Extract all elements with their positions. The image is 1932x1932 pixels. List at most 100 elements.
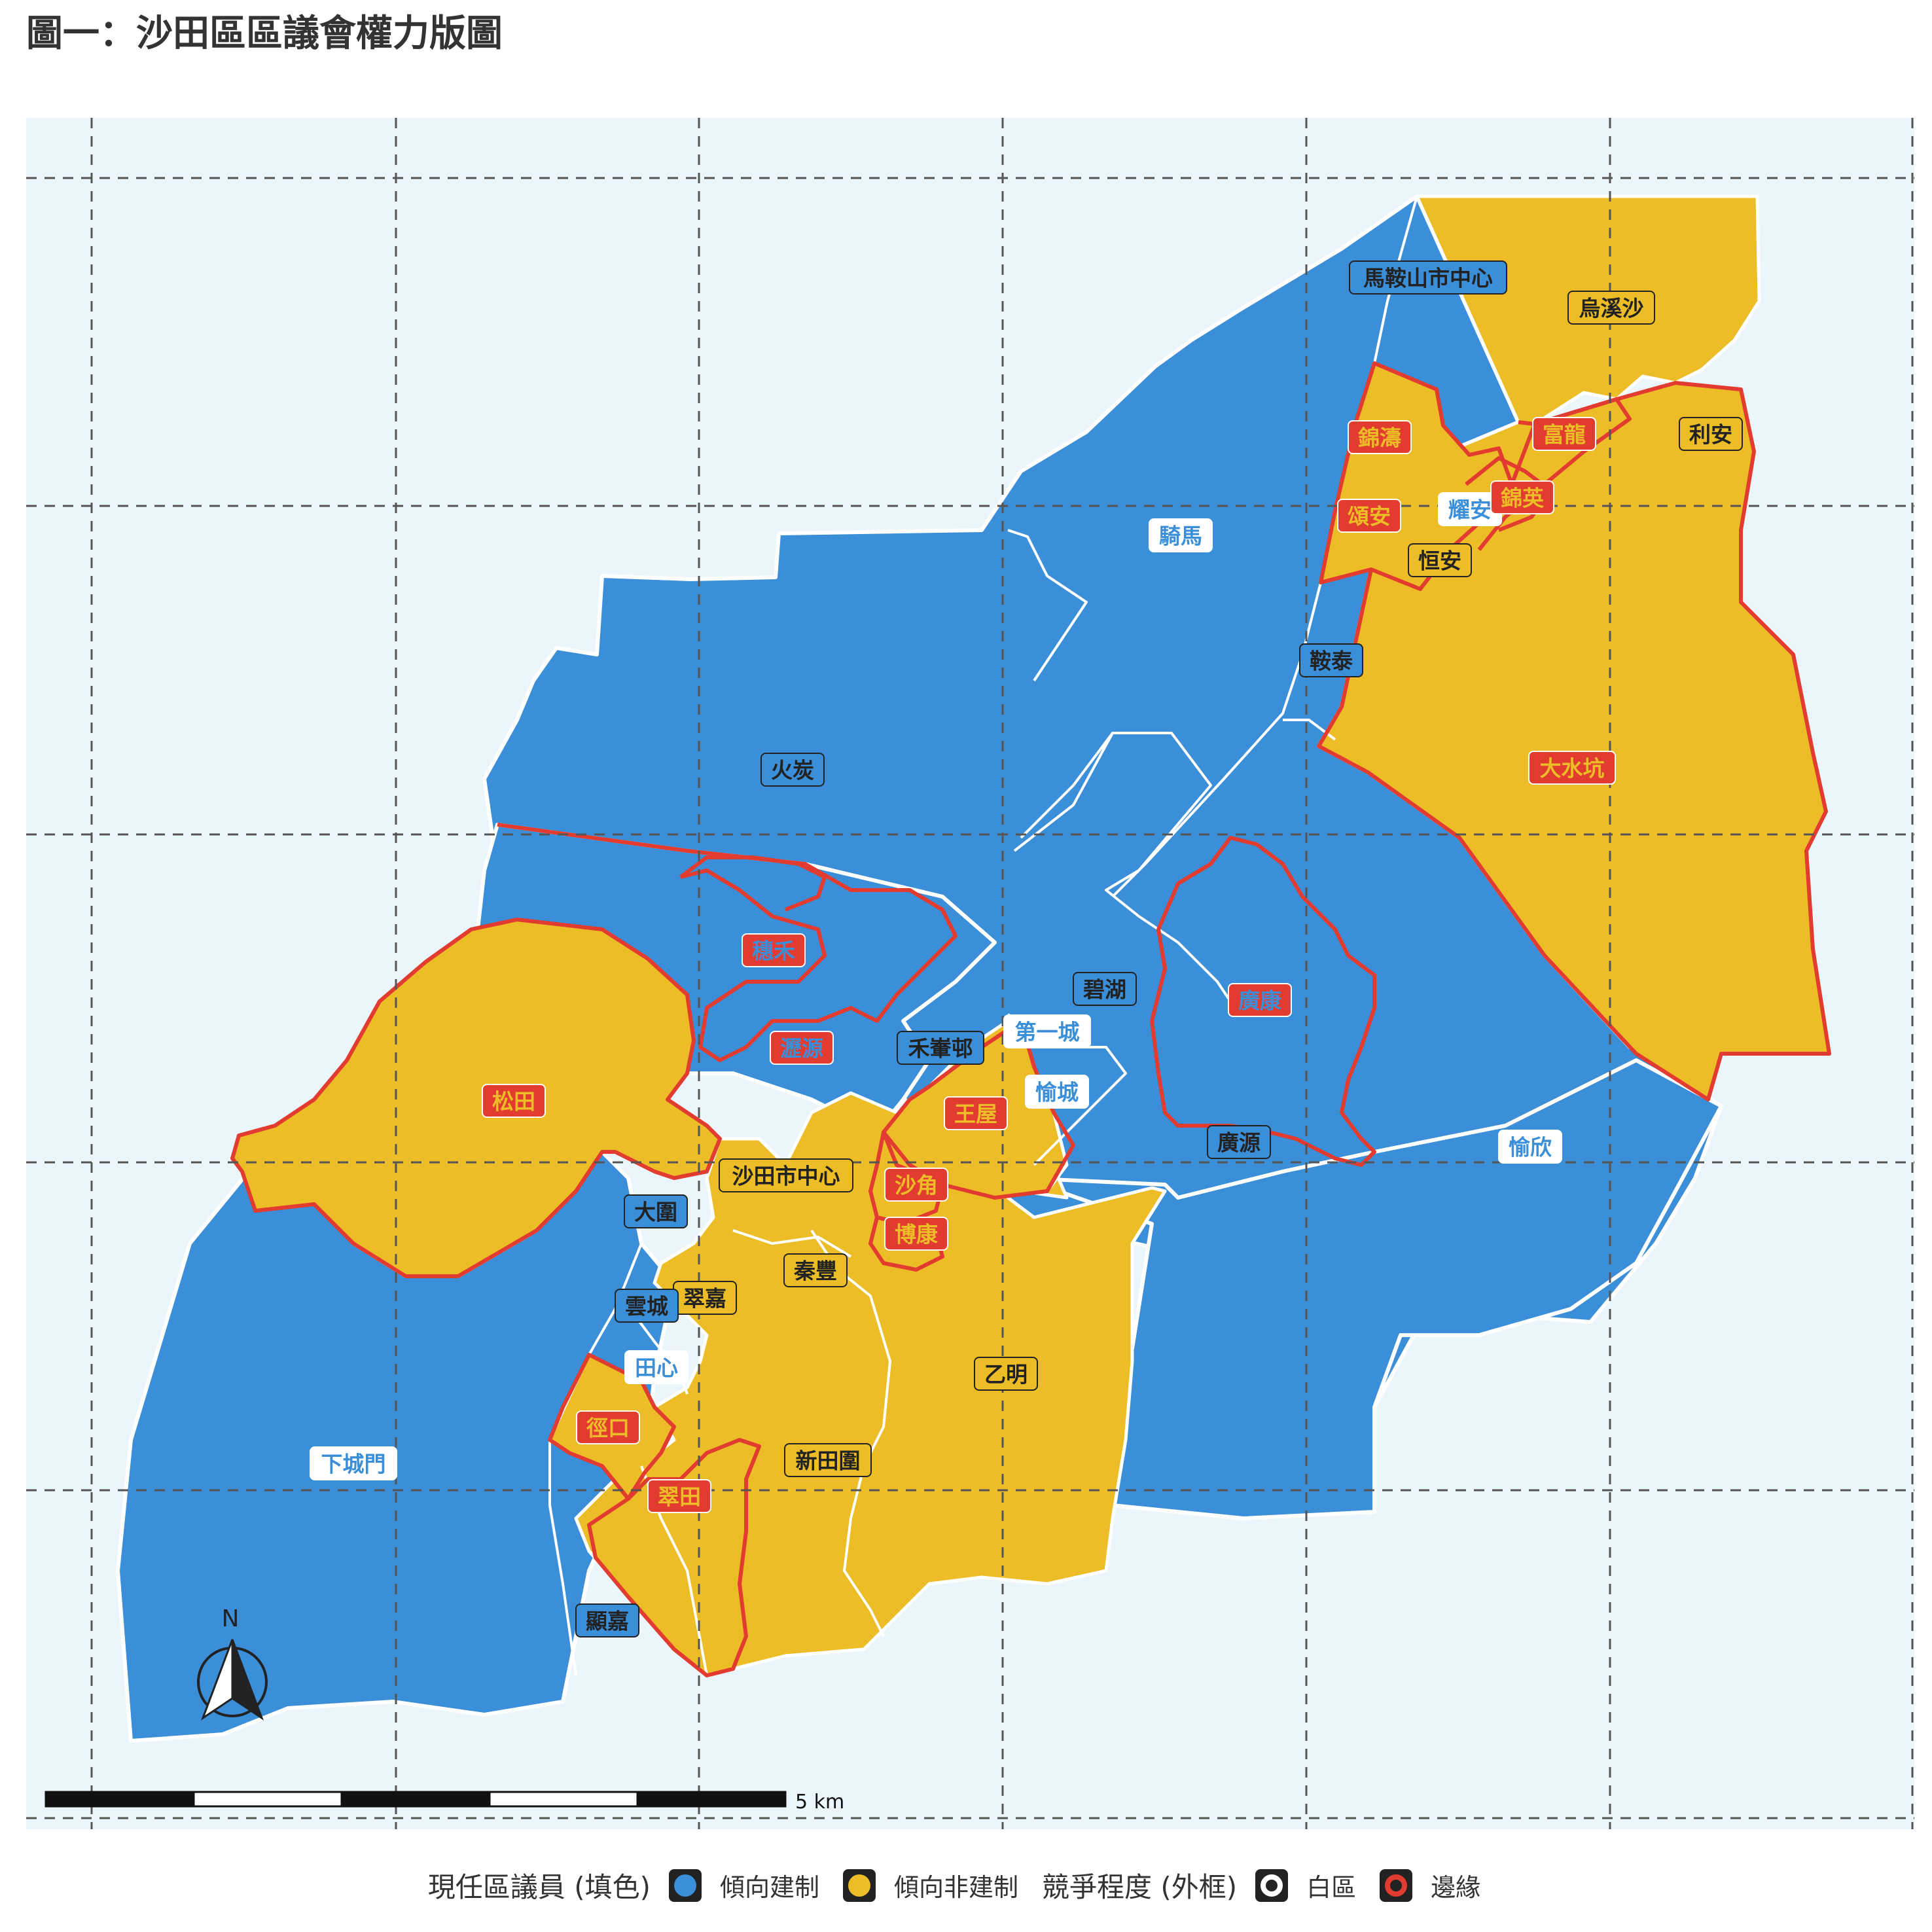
label-text: 大圍 [634, 1200, 677, 1225]
label-text: 禾輋邨 [908, 1036, 973, 1062]
label-box [1567, 291, 1655, 325]
boundary-fo-tan-west [1007, 529, 1088, 682]
legend-non-establishment-label: 傾向非建制 [893, 1873, 1018, 1902]
label-text: 錦英 [1501, 486, 1545, 511]
label-8: 恒安 [1408, 543, 1472, 577]
label-text: 富龍 [1543, 422, 1586, 448]
label-box [944, 1096, 1008, 1130]
label-box [615, 1289, 679, 1323]
label-text: 博康 [895, 1222, 939, 1247]
label-box [310, 1446, 397, 1480]
label-box [1528, 751, 1616, 785]
boundary-south-inner [810, 1229, 891, 1637]
legend-marginal-swatch [1380, 1869, 1413, 1902]
scale-seg-4 [488, 1791, 639, 1808]
label-6: 錦英 [1490, 480, 1554, 514]
label-text: 碧湖 [1083, 977, 1126, 1003]
label-7: 頌安 [1337, 499, 1401, 533]
label-24: 沙田市中心 [719, 1158, 853, 1192]
label-box [1348, 420, 1412, 454]
label-box [884, 1168, 948, 1202]
label-1: 烏溪沙 [1567, 291, 1655, 325]
label-37: 顯嘉 [575, 1603, 639, 1637]
label-30: 雲城 [615, 1289, 679, 1323]
label-text: 鞍泰 [1310, 649, 1353, 674]
label-9: 騎馬 [1149, 518, 1213, 552]
legend-establishment: 傾向建制 [668, 1867, 819, 1903]
border-wong-uk [882, 1019, 1075, 1200]
boundary-ma-on-shan [1373, 196, 1418, 364]
legend-non-establishment-swatch [842, 1869, 876, 1902]
label-box [1299, 643, 1363, 677]
label-2: 錦濤 [1348, 420, 1412, 454]
north-label: N [222, 1605, 240, 1632]
label-box [719, 1158, 853, 1192]
label-19: 松田 [482, 1084, 546, 1118]
label-text: 徑口 [586, 1416, 630, 1441]
scale-label: 5 km [795, 1791, 844, 1814]
border-kang-kou [548, 1353, 676, 1501]
legend-establishment-swatch [668, 1869, 702, 1902]
scale-seg-3 [340, 1791, 491, 1808]
border-kwong-hong [1150, 836, 1376, 1167]
border-tai-shui-hang [1317, 381, 1831, 1101]
label-text: 烏溪沙 [1579, 296, 1644, 321]
label-21: 愉城 [1025, 1075, 1089, 1109]
label-box [1349, 260, 1507, 295]
label-box [1337, 499, 1401, 533]
label-text: 火炭 [771, 758, 814, 783]
label-text: 顯嘉 [586, 1609, 629, 1634]
label-25: 沙角 [884, 1168, 948, 1202]
label-box [770, 1031, 834, 1065]
label-text: 翠田 [658, 1484, 701, 1510]
boundary-chun-fung [732, 1229, 852, 1258]
label-box [760, 753, 825, 787]
label-10: 鞍泰 [1299, 643, 1363, 677]
scale-seg-2 [192, 1791, 343, 1808]
label-5: 耀安 [1438, 492, 1502, 526]
label-text: 耀安 [1448, 497, 1492, 523]
legend-competition-title: 競爭程度 (外框) [1042, 1871, 1238, 1903]
label-text: 利安 [1689, 422, 1732, 448]
label-18: 禾輋邨 [897, 1031, 984, 1065]
label-text: 愉欣 [1509, 1135, 1552, 1160]
legend-establishment-label: 傾向建制 [719, 1873, 819, 1902]
label-box [1532, 417, 1596, 451]
label-box [742, 933, 806, 967]
label-text: 下城門 [321, 1452, 386, 1477]
label-13: 穗禾 [742, 933, 806, 967]
label-20: 王屋 [944, 1096, 1008, 1130]
border-sui-wo [497, 823, 957, 1062]
label-text: 錦濤 [1358, 425, 1401, 451]
border-chung-tin [230, 918, 722, 1278]
label-26: 大圍 [624, 1194, 688, 1228]
scale-seg-1 [45, 1791, 195, 1808]
label-box [974, 1357, 1038, 1391]
label-box [1207, 1125, 1271, 1159]
label-box [897, 1031, 984, 1065]
label-34: 新田圍 [784, 1443, 872, 1477]
border-kam-to-chung-on [1319, 361, 1514, 591]
legend-marginal-label: 邊緣 [1431, 1873, 1481, 1902]
label-box [784, 1443, 872, 1477]
label-text: 大水坑 [1540, 756, 1605, 781]
label-box [783, 1253, 848, 1287]
label-box [1149, 518, 1213, 552]
label-text: 瀝源 [780, 1036, 823, 1062]
label-box [624, 1350, 689, 1384]
label-text: 穗禾 [752, 939, 795, 964]
label-text: 愉城 [1035, 1080, 1079, 1105]
legend-safe: 白區 [1255, 1867, 1356, 1903]
legend-safe-swatch [1255, 1869, 1289, 1902]
label-text: 雲城 [625, 1294, 668, 1319]
label-36: 翠田 [647, 1479, 711, 1513]
label-11: 大水坑 [1528, 751, 1616, 785]
label-15: 廣康 [1228, 983, 1292, 1017]
label-35: 下城門 [310, 1446, 397, 1480]
label-box [1498, 1130, 1562, 1164]
label-text: 新田圍 [796, 1448, 861, 1474]
label-box [1003, 1014, 1091, 1048]
legend-incumbent-title: 現任區議員 (填色) [427, 1871, 651, 1903]
label-12: 火炭 [760, 753, 825, 787]
